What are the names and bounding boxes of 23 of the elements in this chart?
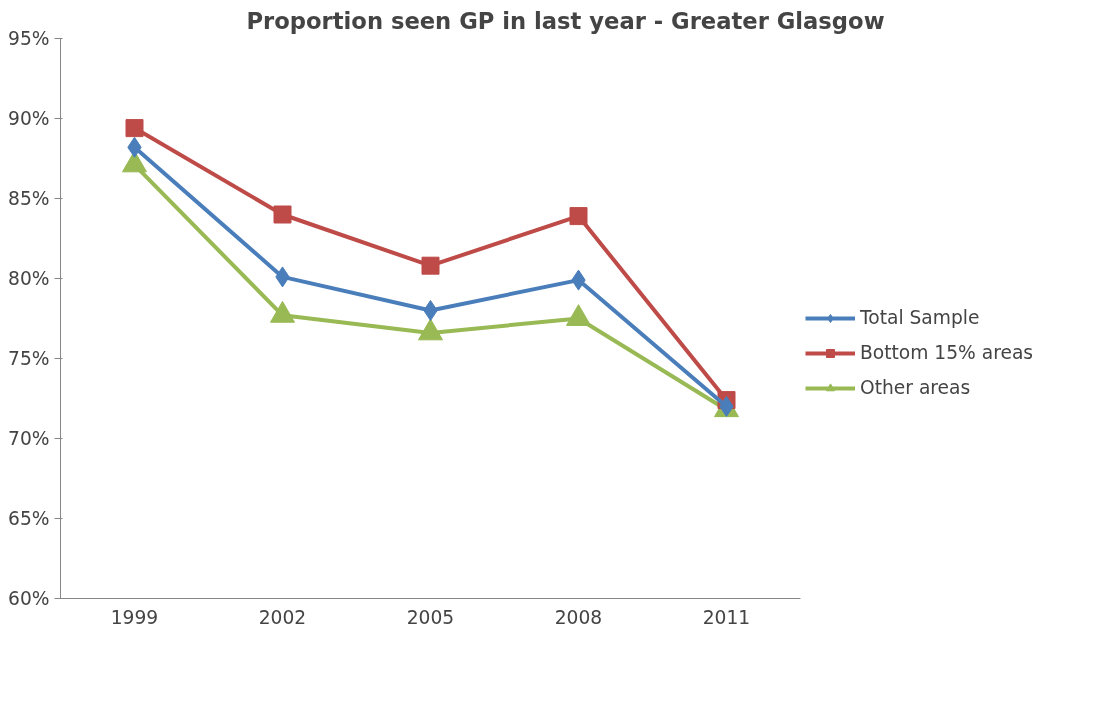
- y-tick-label: 85%: [8, 188, 50, 209]
- point: [421, 256, 440, 275]
- legend-label: Total Sample: [860, 307, 980, 328]
- point: [423, 300, 438, 321]
- x-tick-label: 2005: [406, 606, 455, 628]
- point: [719, 396, 734, 417]
- y-tick-label: 70%: [8, 428, 50, 449]
- point: [125, 119, 144, 138]
- point: [569, 207, 588, 226]
- y-tick-label: 95%: [8, 28, 50, 49]
- y-tick-label: 90%: [8, 108, 50, 129]
- x-tick-label: 2008: [554, 606, 603, 628]
- y-tick-label: 75%: [8, 348, 50, 369]
- legend-label: Other areas: [860, 377, 971, 398]
- x-tick-label: 2002: [258, 606, 307, 628]
- legend-label: Bottom 15% areas: [860, 342, 1034, 363]
- chart-title: Proportion seen GP in last year - Greater Glasgow: [246, 7, 885, 34]
- y-tick-label: 60%: [8, 588, 50, 609]
- x-tick-label: 1999: [110, 606, 159, 628]
- y-tick-label: 65%: [8, 508, 50, 529]
- x-tick-label: 2011: [702, 606, 751, 628]
- y-tick-label: 80%: [8, 268, 50, 289]
- point: [273, 205, 292, 224]
